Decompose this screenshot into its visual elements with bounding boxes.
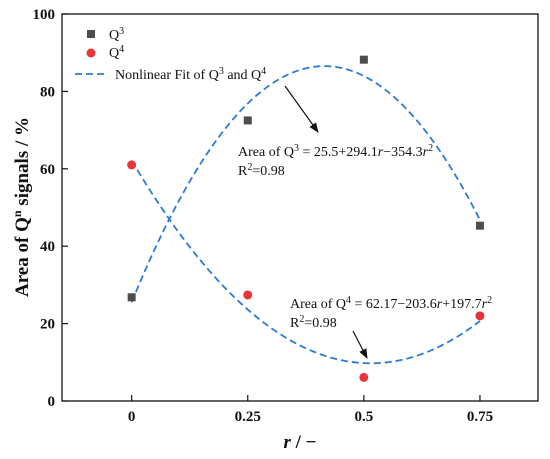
data-points [127, 55, 485, 382]
legend: Q3 Q4 Nonlinear Fit of Q3 and Q4 [75, 26, 266, 84]
y-tick-label: 40 [40, 239, 55, 255]
y-tick-label: 80 [40, 84, 55, 100]
x-tick-label: 0.75 [467, 409, 493, 425]
q3-point [243, 116, 252, 125]
q4-point [475, 311, 485, 321]
x-axis-title: r / − [283, 432, 316, 453]
legend-fit-label: Nonlinear Fit of Q3 and Q4 [115, 66, 266, 84]
y-tick-label: 60 [40, 162, 55, 178]
x-tick-label: 0 [128, 409, 136, 425]
axis-ticks: 0 0.25 0.5 0.75 0 20 40 60 80 100 [33, 7, 494, 425]
legend-q4-label: Q4 [109, 44, 124, 62]
y-tick-label: 0 [48, 394, 56, 410]
x-tick-label: 0.25 [235, 409, 261, 425]
q4-equation: Area of Q4 = 62.17−203.6r+197.7r2 [290, 295, 492, 313]
legend-q4-marker [86, 48, 96, 58]
fit-curves [130, 65, 481, 365]
x-axis-var: r [283, 432, 291, 453]
legend-q3-label: Q3 [109, 26, 124, 44]
q4-point [243, 290, 253, 300]
plot-frame [61, 13, 539, 402]
y-tick-label: 100 [33, 7, 56, 23]
fit-curve-q3 [130, 65, 481, 303]
y-axis-title: Area of Qn signals / % [10, 117, 33, 297]
q3-point [359, 55, 368, 64]
y-axis-title-sup: n [10, 210, 24, 217]
q4-point [359, 372, 369, 382]
fit-curve-q4 [130, 159, 481, 365]
x-axis-unit: − [306, 432, 317, 453]
q4-point [127, 160, 137, 170]
legend-q3-marker [87, 30, 95, 38]
q3-annotation-arrow [284, 85, 319, 133]
y-tick-label: 20 [40, 317, 55, 333]
x-tick-label: 0.5 [354, 409, 373, 425]
q3-equation: Area of Q3 = 25.5+294.1r−354.3r2 [238, 143, 433, 161]
q3-point [475, 221, 484, 230]
q4-annotation-arrow [352, 330, 368, 359]
q3-point [127, 293, 136, 302]
q3-r-squared: R2=0.98 [238, 162, 285, 180]
q4-r-squared: R2=0.98 [290, 314, 337, 332]
